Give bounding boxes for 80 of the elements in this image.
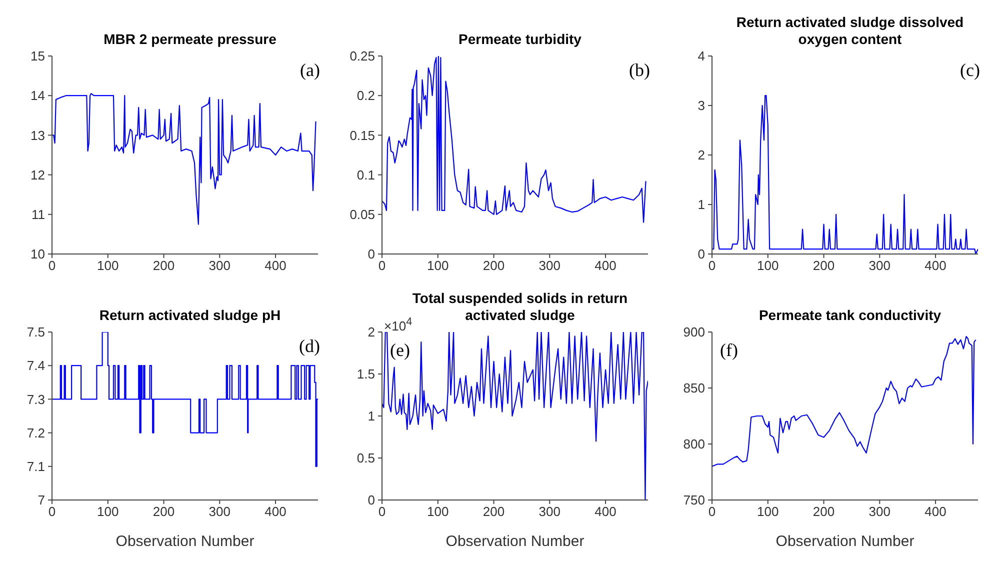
x-tick-label: 100: [757, 504, 779, 520]
chart-title: Return activated sludge dissolved oxygen content: [735, 14, 965, 48]
y-tick-label: 2: [698, 148, 705, 163]
annotation: (f): [720, 340, 738, 361]
x-tick-label: 100: [427, 504, 449, 520]
x-tick-label: 0: [48, 258, 56, 274]
y-tick-label: 0.05: [350, 207, 375, 222]
x-tick-label: 200: [812, 504, 835, 520]
y-tick-label: 2: [368, 324, 375, 340]
y-tick-label: 7.1: [26, 459, 45, 474]
x-axis-title: Observation Number: [116, 533, 254, 550]
y-tick-label: 0: [698, 246, 705, 262]
y-tick-label: 14: [30, 88, 45, 104]
x-tick-label: 0: [378, 258, 386, 274]
x-tick-label: 0: [48, 504, 56, 520]
y-tick-label: 7.5: [26, 324, 45, 340]
y-tick-label: 1.5: [356, 366, 375, 382]
x-tick-label: 300: [538, 258, 560, 274]
y-tick-label: 10: [30, 246, 45, 262]
x-tick-label: 400: [264, 504, 286, 520]
chart-title: Permeate turbidity: [458, 31, 582, 48]
x-tick-label: 100: [427, 258, 449, 274]
y-tick-label: 11: [32, 207, 45, 222]
y-tick-label: 0: [368, 492, 375, 508]
x-tick-label: 300: [868, 504, 890, 520]
x-tick-label: 300: [208, 258, 230, 274]
y-tick-label: 800: [683, 436, 705, 452]
annotation: (b): [629, 60, 650, 81]
y-tick-label: 15: [30, 48, 45, 64]
x-tick-label: 0: [378, 504, 386, 520]
y-tick-label: 7.4: [26, 358, 45, 374]
y-tick-label: 1: [368, 408, 375, 424]
x-tick-label: 400: [594, 258, 616, 274]
line-series: [712, 336, 976, 467]
annotation: (c): [960, 60, 980, 81]
x-tick-label: 100: [97, 258, 119, 274]
y-tick-label: 3: [698, 98, 705, 114]
chart-title: Return activated sludge pH: [99, 307, 281, 324]
x-tick-label: 0: [708, 504, 716, 520]
x-tick-label: 300: [868, 258, 890, 274]
x-tick-label: 400: [594, 504, 616, 520]
x-tick-label: 200: [482, 258, 505, 274]
x-tick-label: 400: [924, 504, 946, 520]
x-tick-label: 300: [538, 504, 560, 520]
x-tick-label: 100: [757, 258, 779, 274]
y-tick-label: 900: [683, 324, 705, 340]
y-tick-label: 12: [30, 167, 45, 182]
line-series: [52, 93, 316, 225]
y-tick-label: 0.5: [356, 450, 375, 466]
x-tick-label: 200: [482, 504, 505, 520]
annotation: (a): [300, 60, 320, 81]
annotation: ×10$^{4}$: [384, 316, 412, 334]
y-tick-label: 7.2: [26, 425, 45, 440]
y-tick-label: 7: [38, 492, 45, 508]
y-tick-label: 0: [368, 246, 375, 262]
y-tick-label: 4: [698, 48, 705, 64]
y-tick-label: 0.1: [356, 167, 375, 182]
y-tick-label: 750: [683, 492, 705, 508]
chart-title: Total suspended solids in return activated sludge: [412, 290, 628, 323]
x-tick-label: 0: [708, 258, 716, 274]
x-tick-label: 200: [152, 504, 175, 520]
x-axis-title: Observation Number: [446, 533, 584, 550]
y-tick-label: 850: [683, 380, 705, 396]
x-tick-label: 300: [208, 504, 230, 520]
y-tick-label: 0.15: [350, 128, 375, 143]
x-axis-title: Observation Number: [776, 533, 914, 550]
y-tick-label: 7.3: [26, 392, 45, 407]
chart-title: Permeate tank conductivity: [758, 307, 942, 324]
y-tick-label: 0.25: [350, 48, 375, 64]
x-tick-label: 400: [924, 258, 946, 274]
x-tick-label: 200: [152, 258, 175, 274]
y-tick-label: 0.2: [356, 88, 375, 104]
annotation: (d): [299, 336, 320, 357]
x-tick-label: 400: [264, 258, 286, 274]
y-tick-label: 1: [698, 197, 705, 212]
chart-title: MBR 2 permeate pressure: [104, 31, 276, 48]
x-tick-label: 100: [97, 504, 119, 520]
y-tick-label: 13: [30, 128, 45, 143]
annotation: (e): [390, 340, 410, 361]
x-tick-label: 200: [812, 258, 835, 274]
